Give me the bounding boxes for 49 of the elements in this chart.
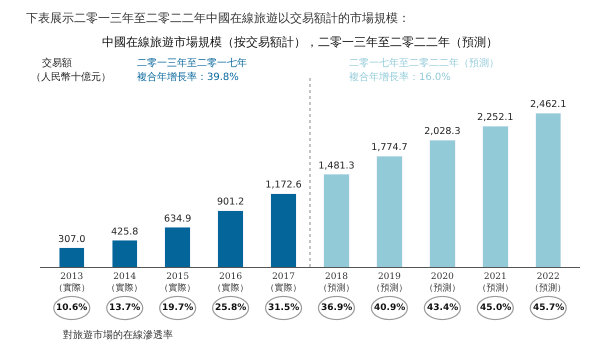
text: 43.4% xyxy=(427,303,458,313)
text: 複合年增長率：39.8% xyxy=(137,71,239,83)
bar xyxy=(218,210,244,268)
x-tick-label: 2019 （預測） xyxy=(371,272,408,294)
bar xyxy=(482,126,508,268)
x-tick-label: 2020 （預測） xyxy=(424,272,460,294)
data-label: 1,481.3 xyxy=(318,160,355,172)
text: 45.0% xyxy=(480,303,512,313)
x-tick-label: 2013 （實際） xyxy=(54,272,90,294)
text: 10.6% xyxy=(56,303,88,313)
bar xyxy=(376,156,402,268)
data-label: 1,172.6 xyxy=(265,180,302,191)
chart-title: 中國在線旅遊市場規模（按交易額計），二零一三年至二零二二年（預測） xyxy=(102,35,498,50)
data-label: 2,028.3 xyxy=(424,126,460,138)
text: 對旅遊市場的在線滲透率 xyxy=(63,329,173,341)
x-tick-label: 2022 （預測） xyxy=(530,272,566,294)
x-tick-label: 2021 （預測） xyxy=(477,272,514,294)
text: 40.9% xyxy=(374,303,406,313)
data-label: 634.9 xyxy=(164,213,192,224)
text: 複合年增長率：16.0% xyxy=(349,71,451,83)
text: 31.5% xyxy=(268,303,300,313)
x-tick-label: 2015 （實際） xyxy=(160,272,196,294)
text: 二零一三年至二零一七年 xyxy=(137,57,247,69)
x-tick-label: 2018 （預測） xyxy=(318,272,354,294)
data-label: 307.0 xyxy=(58,234,86,245)
bar xyxy=(270,193,296,268)
bar xyxy=(324,174,350,268)
x-tick-label: 2016 （實際） xyxy=(212,272,249,294)
bar xyxy=(429,140,456,268)
bar xyxy=(164,227,191,268)
text: 二零一七年至二零二二年（預測） xyxy=(349,57,499,69)
x-tick-label: 2017 （實際） xyxy=(266,272,302,294)
text: 下表展示二零一三年至二零二二年中國在線旅遊以交易額計的市場規模： xyxy=(26,11,410,25)
data-label: 901.2 xyxy=(216,196,244,208)
data-label: 2,252.1 xyxy=(477,112,514,124)
text: （人民幣十億元） xyxy=(31,71,111,83)
bar xyxy=(535,112,562,268)
data-label: 425.8 xyxy=(111,226,138,238)
data-label: 1,774.7 xyxy=(371,142,408,154)
text: 36.9% xyxy=(321,303,352,313)
text: 19.7% xyxy=(162,303,194,313)
bar xyxy=(58,248,85,268)
data-label: 2,462.1 xyxy=(530,99,566,110)
bar xyxy=(112,240,138,268)
text: 25.8% xyxy=(215,303,246,313)
y-axis-title: 交易額 xyxy=(42,57,72,69)
text: 45.7% xyxy=(533,303,564,313)
x-tick-label: 2014 （實際） xyxy=(106,272,143,294)
text: 13.7% xyxy=(109,303,140,313)
